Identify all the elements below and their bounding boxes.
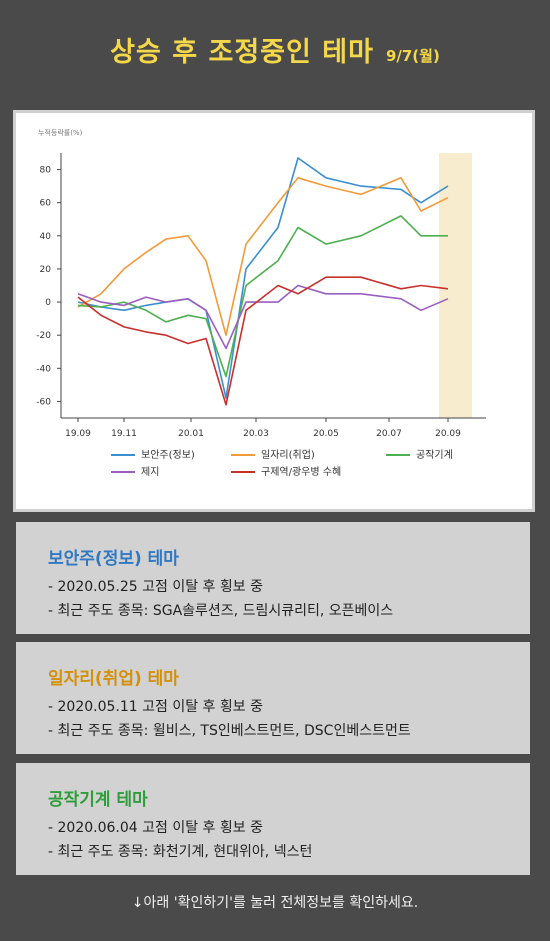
x-tick-label: 20.05 xyxy=(313,429,339,439)
card-line-peak: - 2020.05.25 고점 이탈 후 횡보 중 xyxy=(48,579,263,595)
card-line-peak: - 2020.05.11 고점 이탈 후 횡보 중 xyxy=(48,699,263,715)
page-date: 9/7(월) xyxy=(385,47,440,65)
x-tick-label: 19.11 xyxy=(111,429,137,439)
x-tick-label: 20.03 xyxy=(243,429,269,439)
footer-instruction: ↓아래 '확인하기'를 눌러 전체정보를 확인하세요. xyxy=(131,895,419,911)
page-title: 상승 후 조정중인 테마 xyxy=(110,37,374,68)
card-title: 공작기계 테마 xyxy=(48,790,148,810)
chart-card: 누적등락률(%) 80 60 40 20 0 -20 -40 -60 19.09 19.11 20.0… xyxy=(13,110,535,512)
series-line xyxy=(77,157,449,399)
page-header: 상승 후 조정중인 테마 9/7(월) xyxy=(0,30,550,80)
series-line xyxy=(77,215,448,378)
x-tick-label: 20.09 xyxy=(435,429,461,439)
card-security-theme: 보안주(정보) 테마 - 2020.05.25 고점 이탈 후 횡보 중 - 최… xyxy=(16,522,530,634)
legend-label: 제지 xyxy=(141,466,159,478)
series-line xyxy=(77,284,449,350)
series-line xyxy=(77,177,449,336)
y-axis-label: 누적등락률(%) xyxy=(38,128,83,137)
legend-label: 일자리(취업) xyxy=(261,448,315,461)
card-title: 보안주(정보) 테마 xyxy=(48,549,179,569)
card-line-leaders: - 최근 주도 종목: SGA솔루션즈, 드림시큐리티, 오픈베이스 xyxy=(48,603,394,619)
y-tick-label: -40 xyxy=(36,364,51,374)
card-line-leaders: - 최근 주도 종목: 윌비스, TS인베스트먼트, DSC인베스트먼트 xyxy=(48,723,411,739)
highlight-band xyxy=(439,153,472,418)
x-tick-label: 20.01 xyxy=(178,429,204,439)
y-tick-label: 0 xyxy=(45,298,51,308)
card-line-leaders: - 최근 주도 종목: 화천기계, 현대위아, 넥스턴 xyxy=(48,844,313,860)
y-tick-label: -60 xyxy=(36,397,51,407)
y-tick-label: 20 xyxy=(40,265,52,275)
y-tick-label: 60 xyxy=(40,199,52,209)
card-title: 일자리(취업) 테마 xyxy=(48,669,179,689)
y-tick-label: 40 xyxy=(40,232,52,242)
legend-label: 공작기계 xyxy=(416,449,453,461)
theme-return-chart: 누적등락률(%) 80 60 40 20 0 -20 -40 -60 19.09 19.11 20.0… xyxy=(36,128,486,478)
card-line-peak: - 2020.06.04 고점 이탈 후 횡보 중 xyxy=(48,820,263,836)
card-machine-tool-theme: 공작기계 테마 - 2020.06.04 고점 이탈 후 횡보 중 - 최근 주… xyxy=(16,763,530,875)
card-jobs-theme: 일자리(취업) 테마 - 2020.05.11 고점 이탈 후 횡보 중 - 최… xyxy=(16,642,530,754)
series-line xyxy=(77,276,449,406)
x-tick-label: 19.09 xyxy=(65,429,91,439)
legend-label: 구제역/광우병 수혜 xyxy=(261,466,341,478)
y-tick-label: -20 xyxy=(36,331,51,341)
y-tick-label: 80 xyxy=(40,166,52,176)
legend-label: 보안주(정보) xyxy=(141,449,195,461)
x-tick-label: 20.07 xyxy=(376,429,402,439)
